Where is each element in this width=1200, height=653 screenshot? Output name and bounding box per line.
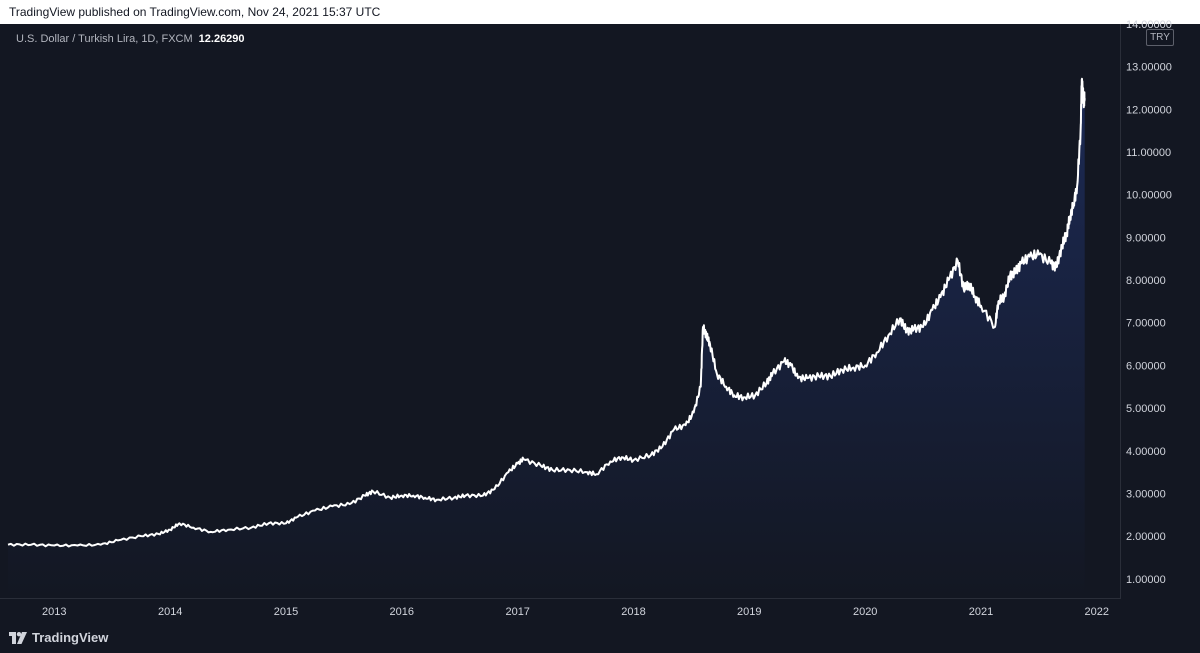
publish-bar: TradingView published on TradingView.com… [0, 0, 1200, 24]
y-tick-label: 10.00000 [1126, 190, 1172, 202]
price-line[interactable] [7, 77, 1086, 548]
y-tick-label: 1.00000 [1126, 574, 1166, 586]
y-tick-label: 4.00000 [1126, 446, 1166, 458]
y-tick-label: 5.00000 [1126, 403, 1166, 415]
currency-badge[interactable]: TRY [1146, 29, 1174, 46]
x-tick-label: 2021 [969, 606, 993, 618]
brand: TradingView [9, 630, 108, 645]
y-tick-label: 6.00000 [1126, 360, 1166, 372]
y-tick-label: 11.00000 [1126, 147, 1171, 159]
last-price: 12.26290 [198, 33, 245, 45]
y-tick-label: 2.00000 [1126, 531, 1166, 543]
x-tick-label: 2014 [158, 606, 182, 618]
tradingview-logo-icon [9, 631, 27, 644]
footer-bar [0, 624, 1200, 653]
y-tick-label: 14.00000 [1126, 19, 1172, 31]
x-tick-label: 2018 [621, 606, 645, 618]
publish-info: TradingView published on TradingView.com… [9, 5, 381, 19]
symbol-name: U.S. Dollar / Turkish Lira, 1D, FXCM [16, 33, 193, 45]
price-area-fill [8, 78, 1085, 599]
y-tick-label: 12.00000 [1126, 104, 1172, 116]
y-tick-label: 7.00000 [1126, 318, 1166, 330]
y-tick-label: 13.00000 [1126, 62, 1172, 74]
y-tick-label: 8.00000 [1126, 275, 1166, 287]
symbol-legend: U.S. Dollar / Turkish Lira, 1D, FXCM 12.2… [16, 33, 245, 45]
x-tick-label: 2016 [390, 606, 414, 618]
x-tick-label: 2022 [1085, 606, 1109, 618]
x-tick-label: 2015 [274, 606, 298, 618]
y-tick-label: 3.00000 [1126, 488, 1166, 500]
y-tick-label: 9.00000 [1126, 232, 1166, 244]
x-tick-label: 2020 [853, 606, 877, 618]
time-axis-divider [0, 598, 1120, 599]
x-tick-label: 2019 [737, 606, 761, 618]
x-tick-label: 2017 [505, 606, 529, 618]
x-tick-label: 2013 [42, 606, 66, 618]
price-axis-divider [1120, 24, 1121, 599]
brand-name: TradingView [32, 630, 109, 645]
